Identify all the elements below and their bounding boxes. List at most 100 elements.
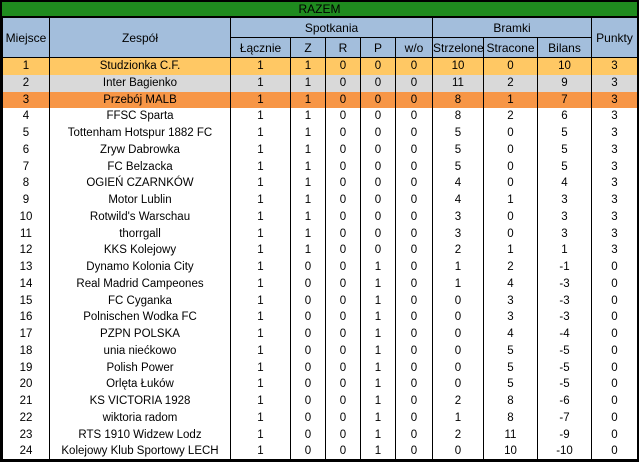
- draws-cell: 0: [325, 259, 361, 276]
- wins-cell: 1: [290, 242, 326, 259]
- walkover-cell: 0: [395, 91, 433, 109]
- goal-balance-cell: 5: [537, 125, 592, 142]
- team-cell: unia niećkowo: [49, 342, 231, 360]
- team-cell: Tottenham Hotspur 1882 FC: [49, 125, 231, 142]
- losses-cell: 0: [360, 158, 396, 176]
- losses-cell: 0: [360, 225, 396, 243]
- draws-cell: 0: [325, 443, 361, 459]
- goals-conceded-cell: 11: [483, 426, 538, 444]
- points-cell: 3: [591, 175, 637, 192]
- table-row: 16 Polnischen Wodka FC 1 0 0 1 0 0 3 -3 0: [2, 309, 637, 326]
- goal-balance-cell: 5: [537, 141, 592, 159]
- walkover-cell: 0: [395, 393, 433, 410]
- team-cell: Polish Power: [49, 359, 231, 377]
- team-cell: OGIEŃ CZARNKÓW: [49, 175, 231, 192]
- points-cell: 3: [591, 208, 637, 226]
- place-cell: 23: [2, 426, 50, 444]
- points-cell: 0: [591, 309, 637, 326]
- place-cell: 11: [2, 225, 50, 243]
- points-cell: 3: [591, 74, 637, 92]
- losses-cell: 0: [360, 108, 396, 125]
- losses-cell: 0: [360, 175, 396, 192]
- col-header-points: Punkty: [591, 17, 637, 58]
- goals-scored-cell: 5: [432, 125, 484, 142]
- points-cell: 0: [591, 409, 637, 427]
- draws-cell: 0: [325, 158, 361, 176]
- place-cell: 14: [2, 275, 50, 293]
- matches-total-cell: 1: [230, 192, 291, 209]
- points-cell: 3: [591, 141, 637, 159]
- matches-total-cell: 1: [230, 57, 291, 75]
- place-cell: 20: [2, 376, 50, 393]
- matches-total-cell: 1: [230, 175, 291, 192]
- team-cell: thorrgall: [49, 225, 231, 243]
- team-cell: Motor Lublin: [49, 192, 231, 209]
- walkover-cell: 0: [395, 309, 433, 326]
- place-cell: 15: [2, 292, 50, 310]
- losses-cell: 1: [360, 292, 396, 310]
- points-cell: 0: [591, 393, 637, 410]
- losses-cell: 1: [360, 409, 396, 427]
- goals-scored-cell: 2: [432, 426, 484, 444]
- matches-total-cell: 1: [230, 225, 291, 243]
- col-header-team: Zespół: [49, 17, 231, 58]
- draws-cell: 0: [325, 175, 361, 192]
- team-cell: FFSC Sparta: [49, 108, 231, 125]
- team-cell: Real Madrid Campeones: [49, 275, 231, 293]
- table-row: 4 FFSC Sparta 1 1 0 0 0 8 2 6 3: [2, 108, 637, 125]
- goals-conceded-cell: 2: [483, 259, 538, 276]
- col-header-goals-scored: Strzelone: [432, 37, 484, 58]
- wins-cell: 1: [290, 208, 326, 226]
- team-cell: FC Cyganka: [49, 292, 231, 310]
- wins-cell: 0: [290, 426, 326, 444]
- matches-total-cell: 1: [230, 292, 291, 310]
- wins-cell: 0: [290, 309, 326, 326]
- losses-cell: 1: [360, 275, 396, 293]
- points-cell: 0: [591, 359, 637, 377]
- team-cell: Kolejowy Klub Sportowy LECH: [49, 443, 231, 459]
- header-row-sub: Łącznie Z R P w/o Strzelone Stracone Bil…: [3, 37, 638, 58]
- place-cell: 22: [2, 409, 50, 427]
- draws-cell: 0: [325, 342, 361, 360]
- team-cell: FC Belzacka: [49, 158, 231, 176]
- goals-scored-cell: 2: [432, 393, 484, 410]
- matches-total-cell: 1: [230, 125, 291, 142]
- goals-conceded-cell: 2: [483, 74, 538, 92]
- wins-cell: 0: [290, 443, 326, 459]
- draws-cell: 0: [325, 393, 361, 410]
- goal-balance-cell: -3: [537, 275, 592, 293]
- col-header-draws: R: [325, 37, 361, 58]
- team-cell: Studzionka C.F.: [49, 57, 231, 75]
- walkover-cell: 0: [395, 242, 433, 259]
- goals-scored-cell: 0: [432, 326, 484, 343]
- walkover-cell: 0: [395, 57, 433, 75]
- wins-cell: 0: [290, 409, 326, 427]
- goals-conceded-cell: 0: [483, 125, 538, 142]
- points-cell: 3: [591, 192, 637, 209]
- place-cell: 1: [2, 57, 50, 75]
- team-cell: KS VICTORIA 1928: [49, 393, 231, 410]
- goal-balance-cell: -9: [537, 426, 592, 444]
- goals-conceded-cell: 8: [483, 409, 538, 427]
- draws-cell: 0: [325, 91, 361, 109]
- wins-cell: 0: [290, 359, 326, 377]
- losses-cell: 1: [360, 393, 396, 410]
- goals-scored-cell: 4: [432, 192, 484, 209]
- goals-conceded-cell: 3: [483, 292, 538, 310]
- wins-cell: 0: [290, 259, 326, 276]
- matches-total-cell: 1: [230, 158, 291, 176]
- wins-cell: 1: [290, 57, 326, 75]
- goals-scored-cell: 0: [432, 376, 484, 393]
- matches-total-cell: 1: [230, 376, 291, 393]
- walkover-cell: 0: [395, 292, 433, 310]
- goals-scored-cell: 1: [432, 409, 484, 427]
- losses-cell: 0: [360, 192, 396, 209]
- losses-cell: 1: [360, 309, 396, 326]
- losses-cell: 1: [360, 376, 396, 393]
- losses-cell: 1: [360, 443, 396, 459]
- team-cell: Inter Bagienko: [49, 74, 231, 92]
- table-row: 7 FC Belzacka 1 1 0 0 0 5 0 5 3: [2, 158, 637, 176]
- goals-scored-cell: 0: [432, 359, 484, 377]
- table-row: 22 wiktoria radom 1 0 0 1 0 1 8 -7 0: [2, 409, 637, 427]
- draws-cell: 0: [325, 292, 361, 310]
